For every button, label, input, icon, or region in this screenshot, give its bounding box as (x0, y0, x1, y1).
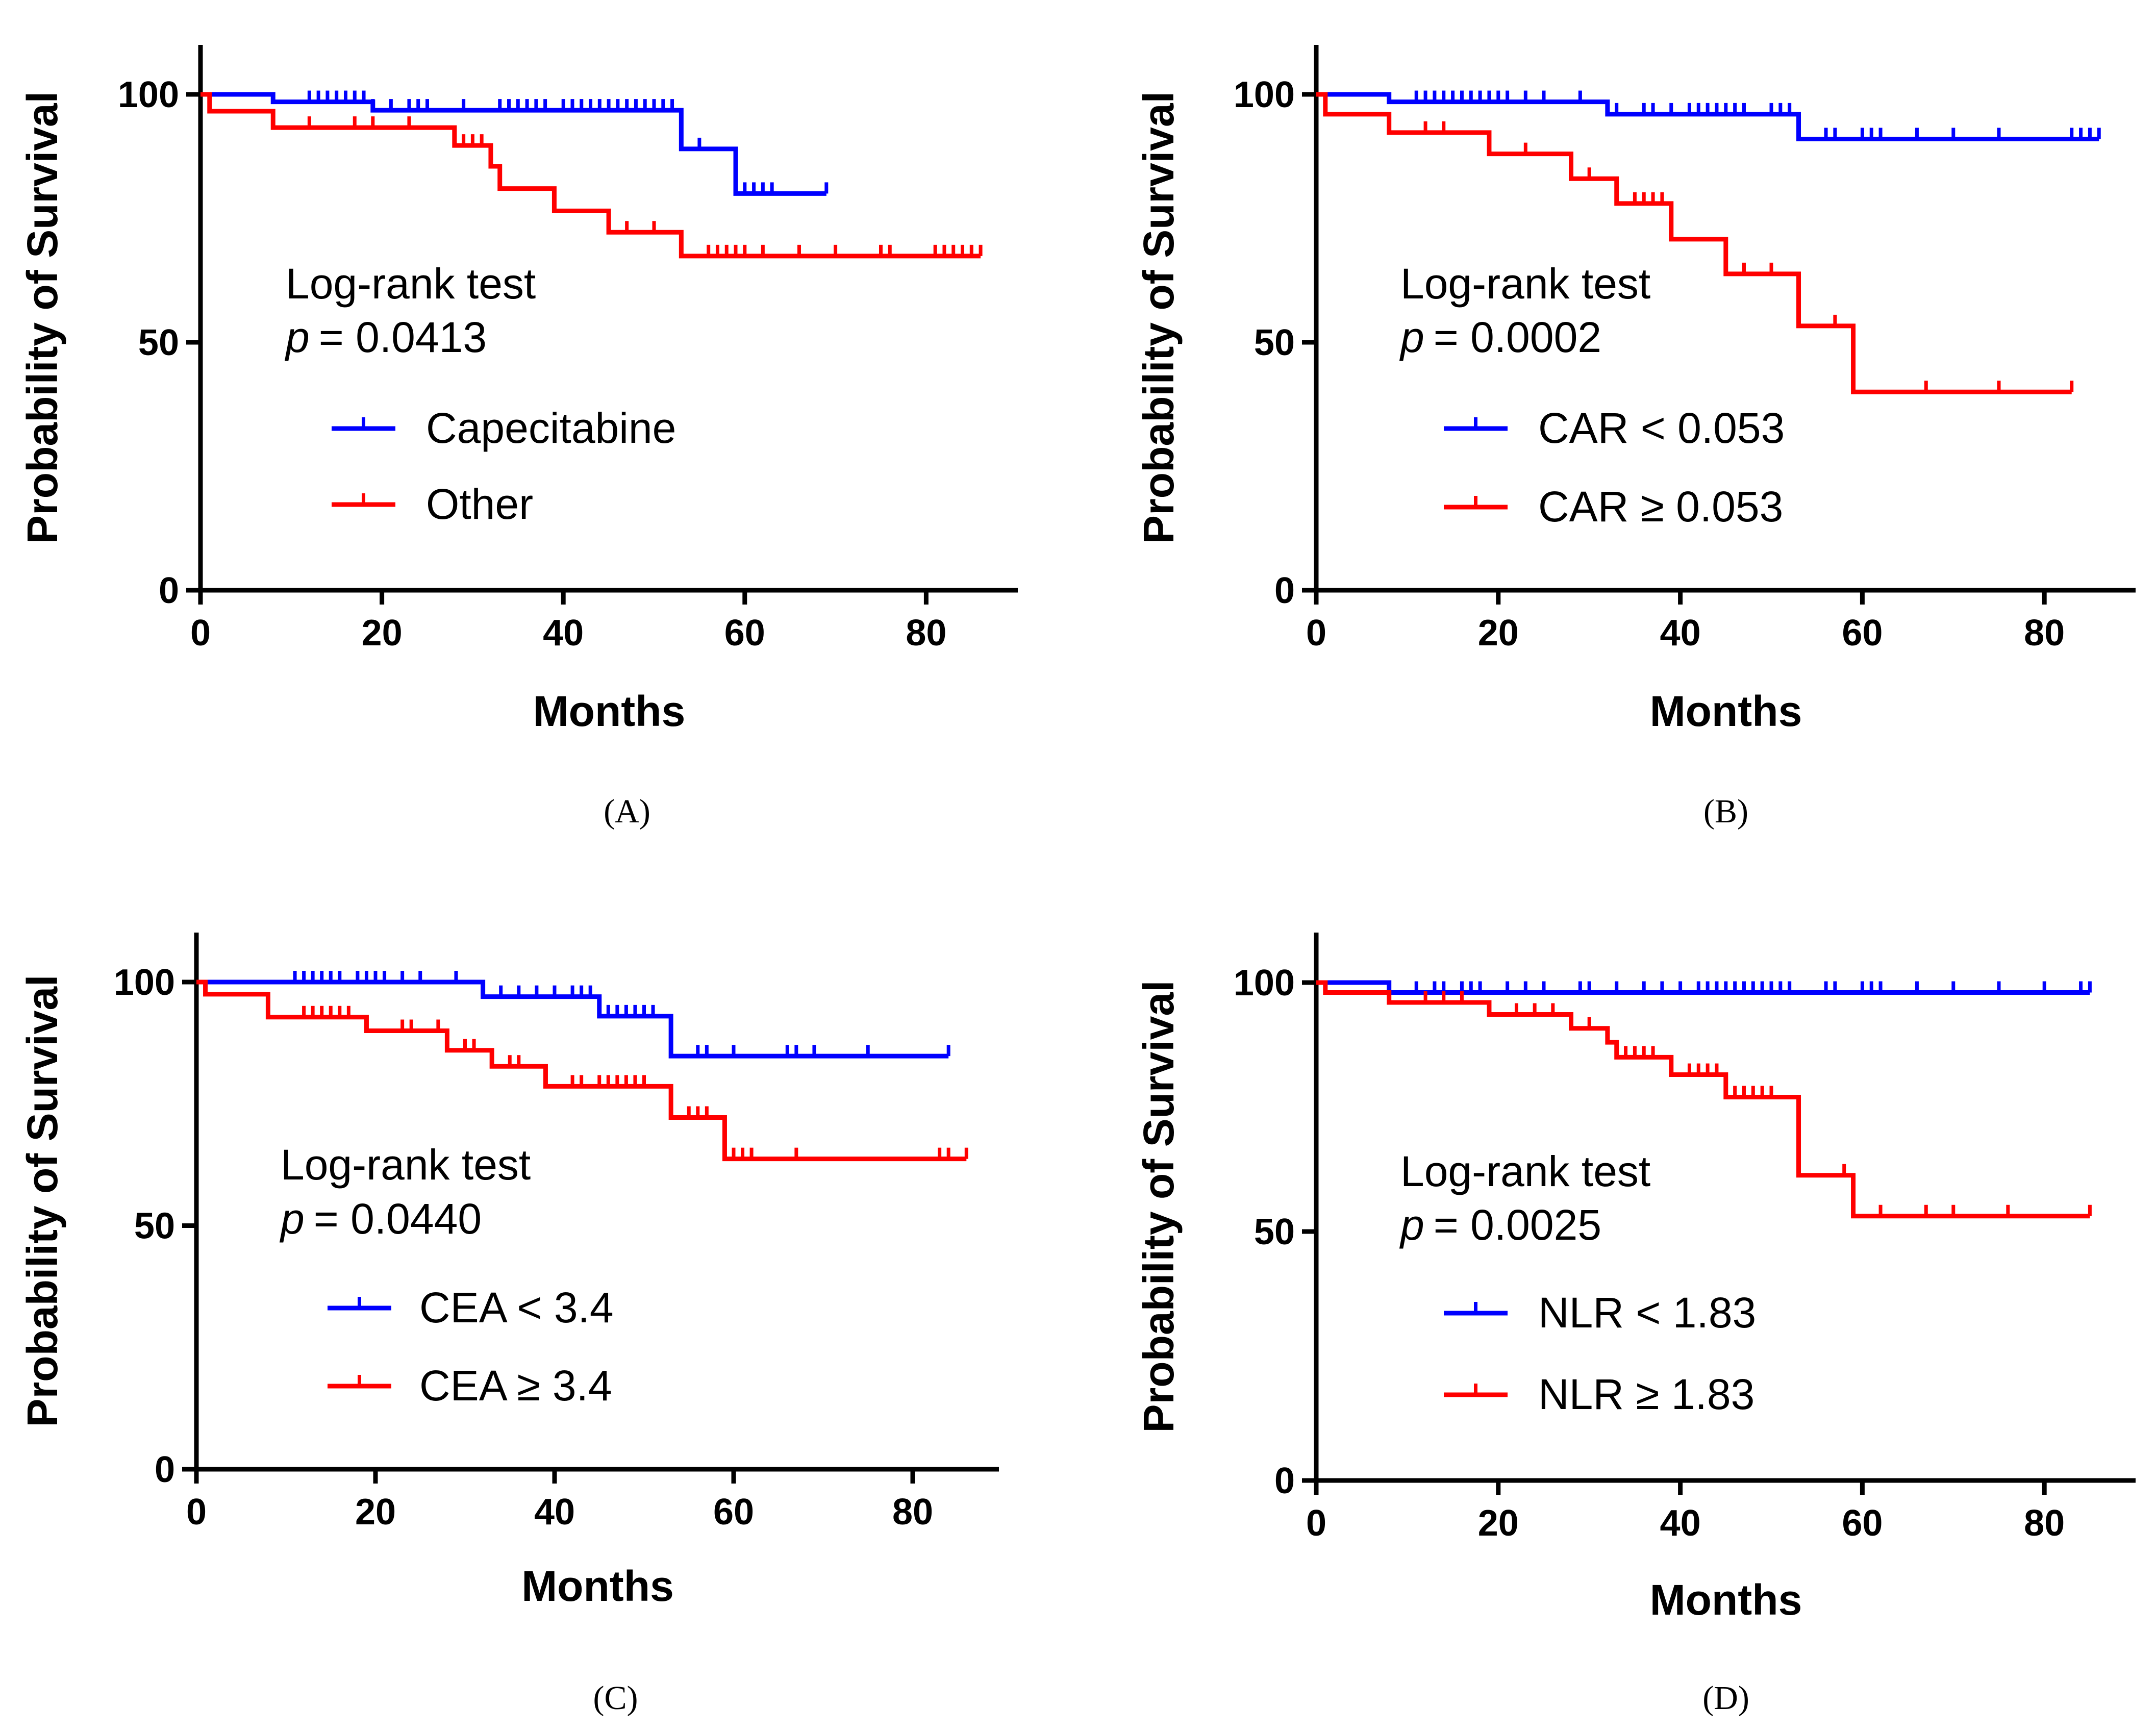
series-blue (1316, 90, 2101, 141)
panel-label: (A) (604, 793, 650, 830)
x-tick-label: 80 (2024, 1503, 2065, 1544)
p-value-text: p = 0.0002 (1399, 313, 1601, 361)
x-tick-label: 40 (1660, 613, 1701, 654)
y-tick-label: 0 (1274, 1461, 1295, 1501)
legend-label: CAR ≥ 0.053 (1538, 483, 1783, 531)
x-tick-label: 0 (186, 1492, 207, 1533)
panel-label: (B) (1703, 793, 1748, 830)
km-panel-a: 0 20 40 60 80 0 50 100 Months Probability of Surv… (18, 45, 1018, 830)
x-tick-label: 0 (1306, 613, 1326, 654)
survival-curve (200, 92, 826, 196)
legend-entry: Capecitabine (332, 404, 676, 452)
x-tick-label: 20 (1478, 613, 1519, 654)
log-rank-label: Log-rank test (1400, 260, 1650, 308)
survival-curve (200, 92, 981, 259)
y-tick-label: 0 (1274, 570, 1295, 611)
x-tick-label: 80 (2024, 613, 2065, 654)
y-tick-label: 50 (1254, 1212, 1295, 1252)
y-tick-label: 50 (138, 322, 179, 363)
legend-label: CEA < 3.4 (419, 1284, 614, 1332)
y-axis-title: Probability of Survival (1135, 91, 1183, 544)
legend-entry: CAR < 0.053 (1444, 404, 1785, 452)
x-tick-label: 40 (534, 1492, 575, 1533)
p-value: = 0.0002 (1434, 313, 1601, 361)
legend-entry: CEA < 3.4 (328, 1284, 614, 1332)
series-blue (1316, 980, 2092, 995)
log-rank-label: Log-rank test (286, 260, 536, 308)
p-value-text: p = 0.0440 (279, 1195, 482, 1243)
legend-entry: Other (332, 480, 533, 528)
panel-label: (C) (593, 1679, 638, 1717)
p-symbol: p (1399, 1201, 1424, 1249)
legend-label: Other (426, 480, 533, 528)
p-symbol: p (1399, 313, 1424, 361)
km-panel-b: 0 20 40 60 80 0 50 100 Months Probability of Surv… (1135, 45, 2136, 830)
p-value: = 0.0413 (319, 313, 487, 361)
x-axis-title: Months (533, 687, 686, 735)
p-value: = 0.0025 (1434, 1201, 1601, 1249)
legend-label: NLR ≥ 1.83 (1538, 1370, 1754, 1418)
y-tick-label: 0 (159, 570, 179, 611)
y-tick-label: 100 (114, 962, 175, 1003)
y-tick-label: 50 (134, 1206, 175, 1247)
log-rank-label: Log-rank test (281, 1141, 531, 1189)
y-axis-title: Probability of Survival (18, 975, 66, 1427)
survival-curve (1316, 980, 2090, 1219)
x-axis-title: Months (1650, 1576, 1802, 1624)
x-tick-label: 20 (355, 1492, 396, 1533)
p-symbol: p (279, 1195, 305, 1243)
legend-entry: CAR ≥ 0.053 (1444, 483, 1783, 531)
log-rank-label: Log-rank test (1400, 1147, 1650, 1195)
series-red (200, 92, 983, 259)
y-tick-label: 50 (1254, 322, 1295, 363)
series-blue (196, 971, 950, 1059)
y-tick-label: 100 (1234, 74, 1295, 115)
y-tick-label: 100 (118, 74, 179, 115)
legend-label: NLR < 1.83 (1538, 1289, 1756, 1337)
legend-entry: NLR < 1.83 (1444, 1289, 1756, 1337)
x-tick-label: 60 (1842, 613, 1883, 654)
legend-label: CAR < 0.053 (1538, 404, 1785, 452)
p-symbol: p (284, 313, 310, 361)
y-axis-title: Probability of Survival (1135, 981, 1183, 1433)
y-tick-label: 0 (155, 1449, 175, 1490)
legend-entry: CEA ≥ 3.4 (328, 1362, 612, 1410)
x-tick-label: 60 (713, 1492, 754, 1533)
survival-curve (1316, 92, 2072, 394)
survival-curve (196, 979, 949, 1059)
x-tick-label: 40 (543, 613, 584, 654)
series-red (1316, 92, 2074, 394)
p-value-text: p = 0.0025 (1399, 1201, 1601, 1249)
y-axis-title: Probability of Survival (18, 91, 66, 544)
series-red (196, 979, 968, 1162)
x-tick-label: 20 (362, 613, 403, 654)
series-red (1316, 980, 2092, 1219)
x-tick-label: 80 (892, 1492, 933, 1533)
legend-label: Capecitabine (426, 404, 676, 452)
x-axis-title: Months (521, 1562, 674, 1610)
legend-label: CEA ≥ 3.4 (419, 1362, 612, 1410)
y-tick-label: 100 (1234, 963, 1295, 1003)
x-tick-label: 0 (1306, 1503, 1326, 1544)
x-axis-title: Months (1650, 687, 1802, 735)
survival-curve (1316, 92, 2099, 141)
x-tick-label: 60 (1842, 1503, 1883, 1544)
p-value: = 0.0440 (314, 1195, 482, 1243)
km-panel-d: 0 20 40 60 80 0 50 100 Months Probability of Surv… (1135, 933, 2136, 1717)
x-tick-label: 20 (1478, 1503, 1519, 1544)
x-tick-label: 40 (1660, 1503, 1701, 1544)
km-panel-c: 0 20 40 60 80 0 50 100 Months Probability of Surv… (18, 933, 999, 1717)
survival-curve (1316, 980, 2090, 995)
p-value-text: p = 0.0413 (284, 313, 487, 361)
panel-label: (D) (1702, 1679, 1749, 1717)
legend-entry: NLR ≥ 1.83 (1444, 1370, 1754, 1418)
x-tick-label: 60 (724, 613, 765, 654)
x-tick-label: 80 (906, 613, 946, 654)
survival-curve (196, 979, 967, 1162)
x-tick-label: 0 (190, 613, 211, 654)
series-blue (200, 90, 829, 196)
